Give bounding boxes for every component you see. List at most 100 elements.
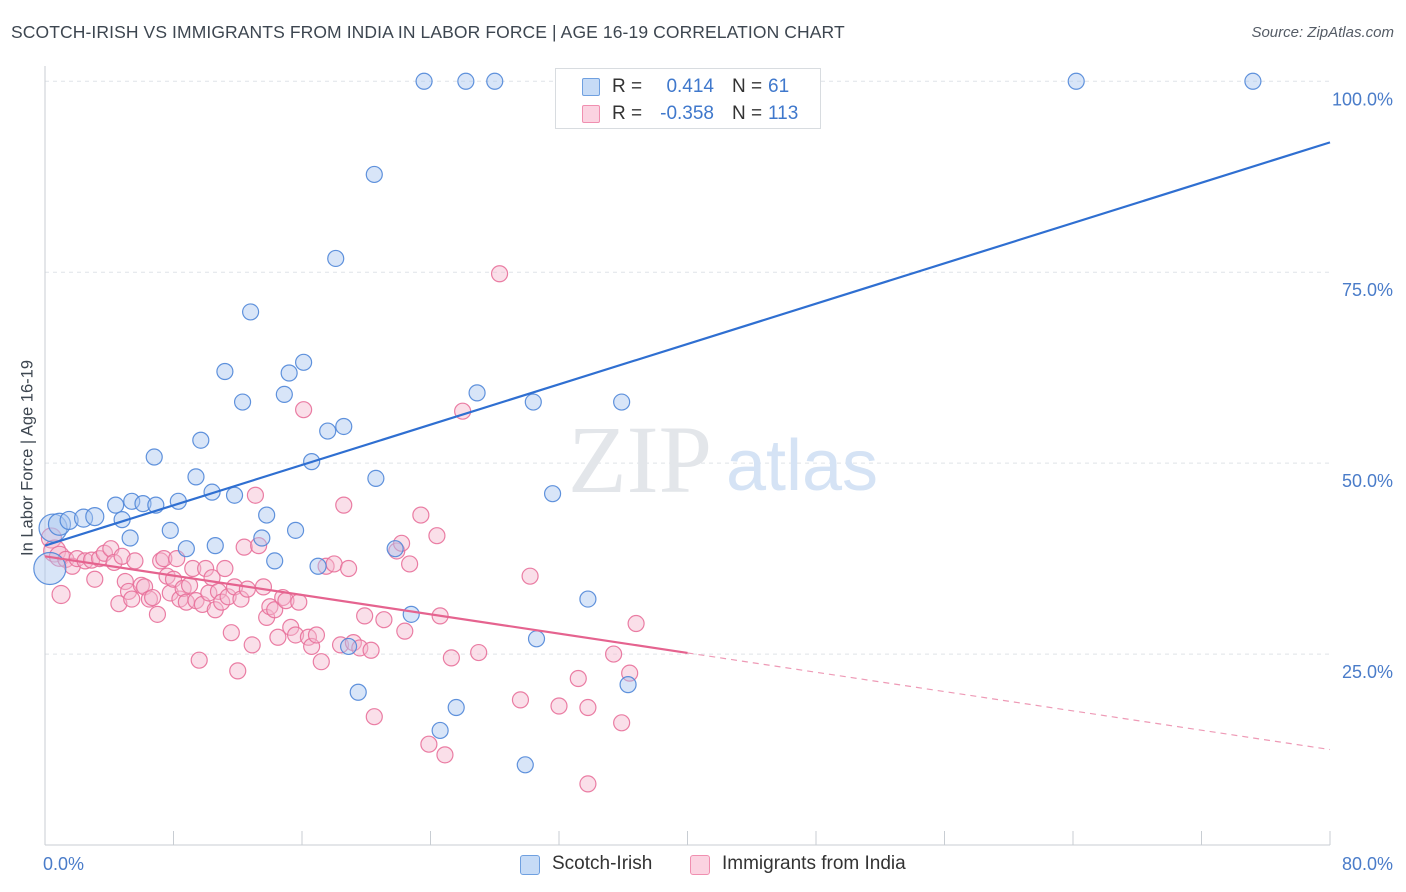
point-scotch-irish xyxy=(339,637,358,656)
trend-line-india-extension xyxy=(687,652,1331,751)
watermark: ZIP atlas xyxy=(568,406,878,513)
point-scotch-irish xyxy=(543,485,562,503)
point-scotch-irish xyxy=(516,756,534,774)
n-value: 61 xyxy=(768,76,790,97)
r-value: -0.358 xyxy=(660,103,714,124)
point-scotch-irish xyxy=(468,384,486,402)
y-tick-label: 50.0% xyxy=(1342,471,1393,491)
legend-swatch-india xyxy=(690,855,710,875)
legend-label-india: Immigrants from India xyxy=(722,853,906,874)
point-scotch-irish xyxy=(431,721,449,740)
point-scotch-irish xyxy=(225,486,244,504)
point-immigrants-from-india xyxy=(155,550,173,568)
watermark-zip: ZIP xyxy=(568,406,712,513)
point-immigrants-from-india xyxy=(579,698,597,717)
point-immigrants-from-india xyxy=(550,697,568,715)
point-immigrants-from-india xyxy=(579,775,597,793)
point-scotch-irish xyxy=(527,630,546,648)
point-scotch-irish xyxy=(85,506,105,527)
point-scotch-irish xyxy=(216,362,234,381)
point-immigrants-from-india xyxy=(356,607,374,625)
n-label: N = xyxy=(732,103,763,124)
y-tick-label: 25.0% xyxy=(1342,662,1393,682)
axes xyxy=(44,66,1331,846)
point-scotch-irish xyxy=(107,496,125,514)
point-scotch-irish xyxy=(1244,72,1262,90)
point-scotch-irish xyxy=(275,385,293,404)
point-immigrants-from-india xyxy=(436,746,454,764)
point-immigrants-from-india xyxy=(86,570,104,588)
point-immigrants-from-india xyxy=(232,590,250,608)
point-immigrants-from-india xyxy=(470,643,488,662)
point-immigrants-from-india xyxy=(269,628,287,646)
point-immigrants-from-india xyxy=(123,590,141,608)
point-immigrants-from-india xyxy=(229,662,247,680)
point-scotch-irish xyxy=(187,468,205,486)
point-immigrants-from-india xyxy=(613,714,631,732)
point-scotch-irish xyxy=(349,683,367,701)
point-immigrants-from-india xyxy=(428,527,446,545)
correlation-legend: R = 0.414 N = 61 R = -0.358 N = 113 xyxy=(555,68,821,129)
point-immigrants-from-india xyxy=(161,584,179,602)
point-immigrants-from-india xyxy=(216,559,234,578)
point-scotch-irish xyxy=(402,605,420,623)
point-scotch-irish xyxy=(121,529,139,547)
point-scotch-irish xyxy=(1067,72,1085,90)
point-immigrants-from-india xyxy=(307,626,326,644)
point-immigrants-from-india xyxy=(420,735,438,753)
point-immigrants-from-india xyxy=(605,645,623,663)
source-label: Source: ZipAtlas.com xyxy=(1251,24,1394,41)
point-scotch-irish xyxy=(233,393,252,411)
point-scotch-irish xyxy=(447,698,465,717)
point-immigrants-from-india xyxy=(490,265,509,283)
trend-lines xyxy=(44,141,1331,751)
legend-row-scotch-irish: R = 0.414 N = 61 xyxy=(556,74,820,100)
n-value: 113 xyxy=(768,103,799,124)
point-scotch-irish xyxy=(365,165,383,184)
chart-title: SCOTCH-IRISH VS IMMIGRANTS FROM INDIA IN… xyxy=(11,22,845,42)
point-scotch-irish xyxy=(242,303,260,321)
point-scotch-irish xyxy=(367,469,385,488)
r-value: 0.414 xyxy=(666,76,714,97)
point-scotch-irish xyxy=(59,510,79,531)
x-tick-label: 80.0% xyxy=(1342,854,1393,874)
point-immigrants-from-india xyxy=(295,401,313,419)
point-scotch-irish xyxy=(319,422,337,440)
point-immigrants-from-india xyxy=(335,496,353,514)
point-scotch-irish xyxy=(415,72,433,90)
point-scotch-irish xyxy=(613,393,631,411)
point-immigrants-from-india xyxy=(113,547,131,565)
point-scotch-irish xyxy=(286,521,305,539)
point-immigrants-from-india xyxy=(144,588,162,607)
point-immigrants-from-india xyxy=(290,593,308,611)
point-immigrants-from-india xyxy=(569,669,587,688)
trend-line-scotch-irish xyxy=(44,141,1331,547)
legend-swatch-pink xyxy=(582,105,600,123)
point-scotch-irish xyxy=(579,590,597,608)
point-scotch-irish xyxy=(619,676,637,694)
legend-swatch-blue xyxy=(582,78,600,96)
point-immigrants-from-india xyxy=(238,580,256,598)
point-scotch-irish xyxy=(295,353,313,371)
point-scotch-irish xyxy=(161,521,179,539)
point-immigrants-from-india xyxy=(235,538,253,556)
watermark-atlas: atlas xyxy=(726,426,878,506)
r-label: R = xyxy=(612,76,643,97)
point-immigrants-from-india xyxy=(190,651,208,669)
point-immigrants-from-india xyxy=(116,572,134,591)
point-scotch-irish xyxy=(457,72,475,90)
point-immigrants-from-india xyxy=(110,595,128,613)
point-scotch-irish xyxy=(280,364,298,382)
points-immigrants-from-india xyxy=(40,265,645,793)
point-immigrants-from-india xyxy=(261,598,279,616)
point-immigrants-from-india xyxy=(362,641,380,659)
point-scotch-irish xyxy=(145,448,163,466)
point-scotch-irish xyxy=(266,552,284,570)
point-immigrants-from-india xyxy=(286,626,305,644)
point-immigrants-from-india xyxy=(627,614,645,633)
point-scotch-irish xyxy=(386,540,404,558)
n-label: N = xyxy=(732,76,763,97)
point-scotch-irish xyxy=(524,393,542,411)
point-immigrants-from-india xyxy=(266,601,284,619)
